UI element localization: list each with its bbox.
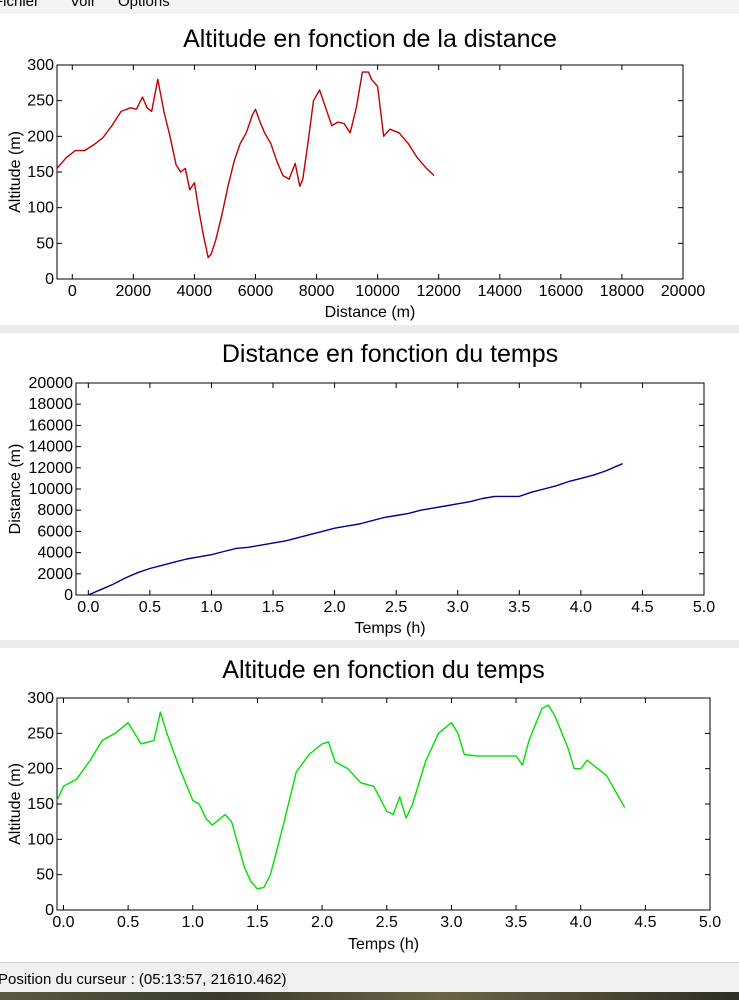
x-axis-label: Temps (h) bbox=[354, 620, 425, 637]
x-axis-label: Temps (h) bbox=[348, 936, 419, 953]
x-tick-label: 4.5 bbox=[631, 599, 653, 616]
panel-separator bbox=[0, 325, 739, 333]
x-tick-label: 2.5 bbox=[376, 914, 398, 931]
y-tick-label: 2000 bbox=[37, 566, 73, 583]
desktop-strip bbox=[0, 992, 739, 1000]
y-tick-label: 300 bbox=[27, 690, 54, 707]
y-tick-label: 6000 bbox=[37, 523, 73, 540]
x-tick-label: 5.0 bbox=[693, 599, 715, 616]
y-tick-label: 100 bbox=[27, 831, 54, 848]
x-tick-label: 0 bbox=[68, 283, 77, 300]
menu-bar: Fichier Voir Options bbox=[0, 0, 739, 14]
x-tick-label: 0.0 bbox=[77, 599, 99, 616]
series-line bbox=[56, 71, 435, 259]
y-tick-label: 0 bbox=[64, 587, 73, 604]
x-tick-label: 14000 bbox=[478, 283, 523, 300]
y-tick-label: 16000 bbox=[29, 417, 74, 434]
x-tick-label: 2.0 bbox=[323, 599, 345, 616]
x-axis-label: Distance (m) bbox=[325, 304, 416, 321]
x-tick-label: 8000 bbox=[299, 283, 335, 300]
y-tick-label: 150 bbox=[27, 796, 54, 813]
y-tick-label: 50 bbox=[36, 867, 54, 884]
y-tick-label: 50 bbox=[36, 235, 54, 252]
x-tick-label: 1.5 bbox=[246, 914, 268, 931]
chart-altitude-time: Altitude en fonction du temps 0.0 0.5 1.0 1.… bbox=[7, 656, 721, 953]
y-tick-label: 8000 bbox=[37, 502, 73, 519]
x-tick-label: 3.0 bbox=[440, 914, 462, 931]
x-tick-label: 3.5 bbox=[505, 914, 527, 931]
x-tick-label: 0.0 bbox=[52, 914, 74, 931]
chart-panel-altitude-distance: Altitude en fonction de la distance 0 2000… bbox=[0, 14, 739, 325]
x-tick-label: 5.0 bbox=[699, 914, 721, 931]
x-tick-label: 18000 bbox=[600, 283, 645, 300]
chart-title: Altitude en fonction de la distance bbox=[183, 25, 557, 53]
menu-options[interactable]: Options bbox=[118, 0, 170, 10]
x-tick-label: 20000 bbox=[661, 283, 706, 300]
plot-frame bbox=[75, 382, 705, 596]
y-tick-label: 200 bbox=[27, 128, 54, 145]
y-tick-label: 100 bbox=[27, 200, 54, 217]
x-tick-label: 12000 bbox=[416, 283, 461, 300]
x-tick-label: 2.0 bbox=[311, 914, 333, 931]
x-tick-label: 2.5 bbox=[385, 599, 407, 616]
x-tick-label: 1.5 bbox=[262, 599, 284, 616]
series-line bbox=[88, 462, 623, 596]
y-tick-label: 0 bbox=[45, 902, 54, 919]
menu-fichier[interactable]: Fichier bbox=[0, 0, 40, 10]
y-tick-label: 0 bbox=[45, 271, 54, 288]
y-tick-label: 18000 bbox=[29, 396, 74, 413]
chart-panel-distance-time: Distance en fonction du temps 0.0 0.5 1.0 1.… bbox=[0, 333, 739, 640]
x-tick-label: 4000 bbox=[177, 283, 213, 300]
x-tick-label: 4.0 bbox=[570, 914, 592, 931]
y-axis-label: Altitude (m) bbox=[7, 763, 24, 845]
status-bar: Position du curseur : (05:13:57, 21610.4… bbox=[0, 962, 739, 993]
y-tick-label: 10000 bbox=[29, 481, 74, 498]
x-tick-label: 1.0 bbox=[182, 914, 204, 931]
x-tick-label: 4.0 bbox=[570, 599, 592, 616]
x-tick-label: 3.5 bbox=[508, 599, 530, 616]
y-tick-label: 20000 bbox=[29, 375, 74, 392]
menu-voir[interactable]: Voir bbox=[70, 0, 96, 10]
y-tick-label: 250 bbox=[27, 93, 54, 110]
chart-panel-altitude-time: Altitude en fonction du temps 0.0 0.5 1.0 1.… bbox=[0, 648, 739, 962]
x-tick-label: 0.5 bbox=[139, 599, 161, 616]
y-tick-label: 250 bbox=[27, 725, 54, 742]
x-tick-label: 1.0 bbox=[200, 599, 222, 616]
x-tick-label: 6000 bbox=[238, 283, 274, 300]
chart-distance-time: Distance en fonction du temps 0.0 0.5 1.0 1.… bbox=[7, 340, 715, 637]
x-tick-label: 2000 bbox=[116, 283, 152, 300]
y-tick-label: 14000 bbox=[29, 439, 74, 456]
x-tick-label: 3.0 bbox=[447, 599, 469, 616]
y-tick-label: 4000 bbox=[37, 545, 73, 562]
x-tick-label: 4.5 bbox=[634, 914, 656, 931]
y-axis-label: Altitude (m) bbox=[7, 131, 24, 213]
y-tick-label: 150 bbox=[27, 164, 54, 181]
panel-separator bbox=[0, 640, 739, 648]
x-tick-label: 16000 bbox=[539, 283, 584, 300]
series-line bbox=[56, 704, 626, 890]
chart-title: Distance en fonction du temps bbox=[222, 340, 558, 368]
y-tick-label: 200 bbox=[27, 761, 54, 778]
y-tick-label: 12000 bbox=[29, 460, 74, 477]
x-tick-label: 10000 bbox=[355, 283, 400, 300]
cursor-position-text: Position du curseur : (05:13:57, 21610.4… bbox=[0, 971, 287, 988]
y-tick-label: 300 bbox=[27, 57, 54, 74]
x-tick-label: 0.5 bbox=[117, 914, 139, 931]
y-axis-label: Distance (m) bbox=[7, 444, 24, 535]
plot-frame bbox=[56, 64, 684, 280]
chart-title: Altitude en fonction du temps bbox=[222, 656, 544, 684]
